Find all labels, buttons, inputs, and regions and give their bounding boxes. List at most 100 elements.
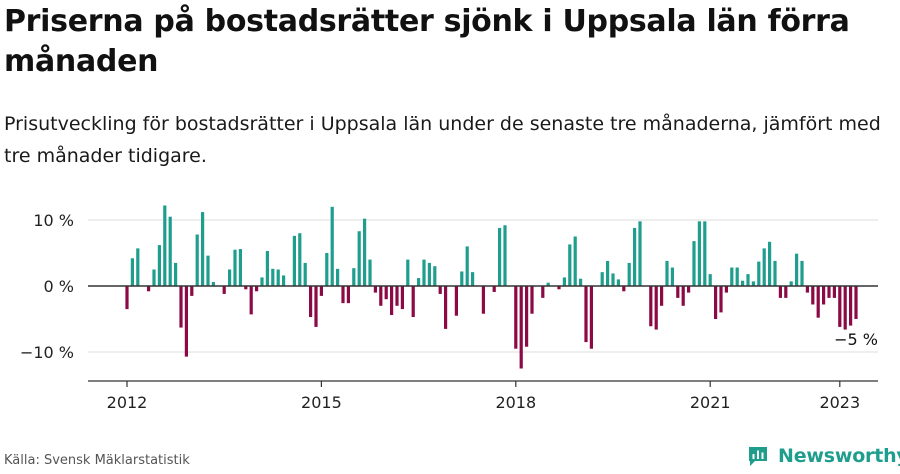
bar <box>681 286 685 306</box>
bar <box>260 277 264 286</box>
bar <box>827 286 831 298</box>
bar <box>697 221 701 286</box>
bar <box>379 286 383 306</box>
bar <box>784 286 788 298</box>
bar <box>562 277 566 286</box>
bar <box>325 253 329 286</box>
bar <box>195 234 199 286</box>
last-value-annotation: −5 % <box>834 330 878 349</box>
bar <box>719 286 723 313</box>
bar <box>762 248 766 286</box>
bar <box>670 267 674 286</box>
bar <box>811 286 815 305</box>
bar <box>822 286 826 305</box>
bar <box>789 281 793 286</box>
x-tick-label: 2015 <box>301 393 342 412</box>
bar <box>444 286 448 329</box>
bar <box>233 249 237 286</box>
bar <box>255 286 259 292</box>
bar <box>638 221 642 286</box>
bar <box>735 267 739 286</box>
bar <box>336 268 340 286</box>
x-tick-label: 2012 <box>107 393 148 412</box>
bar <box>633 227 637 286</box>
bar <box>481 286 485 314</box>
bar <box>778 286 782 298</box>
bar-chart: 10 % 0 % −10 % 2012 2015 2018 2021 2023 −5 % <box>20 205 878 412</box>
bar <box>400 286 404 310</box>
bar <box>211 282 215 286</box>
bar <box>606 260 610 286</box>
bar <box>433 266 437 286</box>
bar <box>303 262 307 286</box>
bar <box>357 231 361 286</box>
bar <box>319 286 323 296</box>
bar <box>330 206 334 286</box>
chart-title: Priserna på bostadsrätter sjönk i Uppsal… <box>4 4 850 79</box>
y-tick-label: −10 % <box>20 343 74 362</box>
bar <box>174 262 178 286</box>
y-tick-labels: 10 % 0 % −10 % <box>20 211 74 362</box>
bar <box>228 269 232 286</box>
bar <box>179 286 183 328</box>
newsworthy-logo-icon <box>749 447 767 466</box>
bar <box>730 267 734 286</box>
bar <box>298 233 302 286</box>
bar <box>184 286 188 357</box>
bar <box>805 286 809 293</box>
bar <box>201 212 205 286</box>
bar <box>363 218 367 286</box>
gridlines <box>88 219 878 353</box>
bar <box>503 225 507 286</box>
y-tick-label: 0 % <box>44 277 74 296</box>
bar <box>573 236 577 286</box>
bar <box>222 286 226 294</box>
bar <box>773 260 777 286</box>
bar <box>352 268 356 286</box>
bar <box>519 286 523 369</box>
bar <box>460 271 464 286</box>
bar <box>800 260 804 286</box>
bar <box>611 273 615 286</box>
bar <box>422 259 426 286</box>
bar <box>163 205 167 286</box>
bar <box>411 286 415 318</box>
newsworthy-logo[interactable]: Newsworthy <box>746 442 900 470</box>
bar <box>282 275 286 286</box>
bar <box>757 261 761 286</box>
bar <box>724 286 728 293</box>
bar <box>751 281 755 286</box>
bar <box>292 235 296 286</box>
bar <box>660 286 664 306</box>
bar <box>152 269 156 286</box>
bar <box>346 286 350 304</box>
bar <box>125 286 129 310</box>
bar <box>492 286 496 292</box>
bar <box>147 286 151 292</box>
bar <box>168 216 172 286</box>
bar <box>795 253 799 286</box>
bar <box>341 286 345 304</box>
x-tick-label: 2021 <box>690 393 731 412</box>
bar <box>390 286 394 316</box>
source-note: Källa: Svensk Mäklarstatistik <box>4 453 190 468</box>
bar <box>649 286 653 327</box>
bar <box>692 241 696 286</box>
bar <box>654 286 658 330</box>
bar <box>768 241 772 286</box>
bar <box>406 259 410 286</box>
bar <box>271 268 275 286</box>
x-tick-label: 2023 <box>819 393 860 412</box>
bar <box>703 221 707 286</box>
x-tick-label: 2018 <box>495 393 536 412</box>
bar <box>417 278 421 286</box>
bar <box>616 279 620 286</box>
bar <box>314 286 318 327</box>
bar <box>600 272 604 286</box>
bar <box>498 227 502 286</box>
bar <box>714 286 718 319</box>
bar <box>746 274 750 286</box>
bar <box>708 274 712 286</box>
bars <box>125 205 858 369</box>
bar <box>579 278 583 286</box>
